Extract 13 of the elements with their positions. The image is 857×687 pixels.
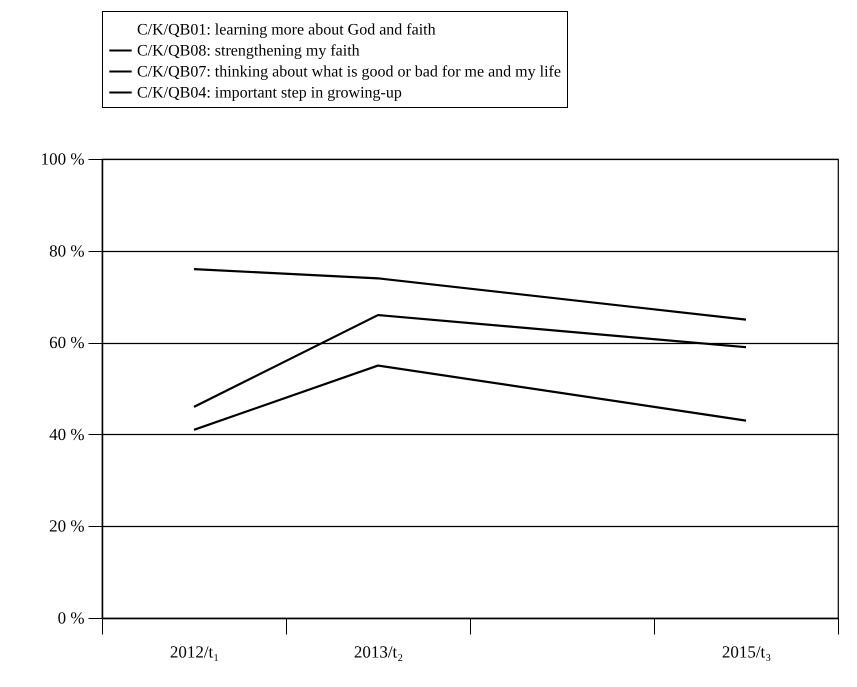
x-tick-label: 2013/t₂ (354, 642, 404, 662)
x-tick-label: 2015/t₃ (722, 642, 772, 662)
text: C/K/QB01: learning more about God and faith (137, 22, 436, 38)
legend-label: C/K/QB08: strengthening my faith (137, 42, 360, 60)
x-tick-label: 2012/t₁ (170, 642, 220, 662)
legend-label: C/K/QB07: thinking about what is good or bad for me and my life (137, 64, 561, 80)
y-tick-label: 20 % (49, 516, 84, 536)
y-tick-label: 80 % (49, 241, 84, 260)
y-tick-label: 100 % (40, 150, 84, 168)
y-tick-label: 0 % (58, 608, 84, 628)
y-tick-label: 40 % (49, 424, 84, 444)
y-tick-label: 60 % (49, 333, 84, 352)
legend-label: C/K/QB04: important step in growing-up (137, 84, 402, 102)
